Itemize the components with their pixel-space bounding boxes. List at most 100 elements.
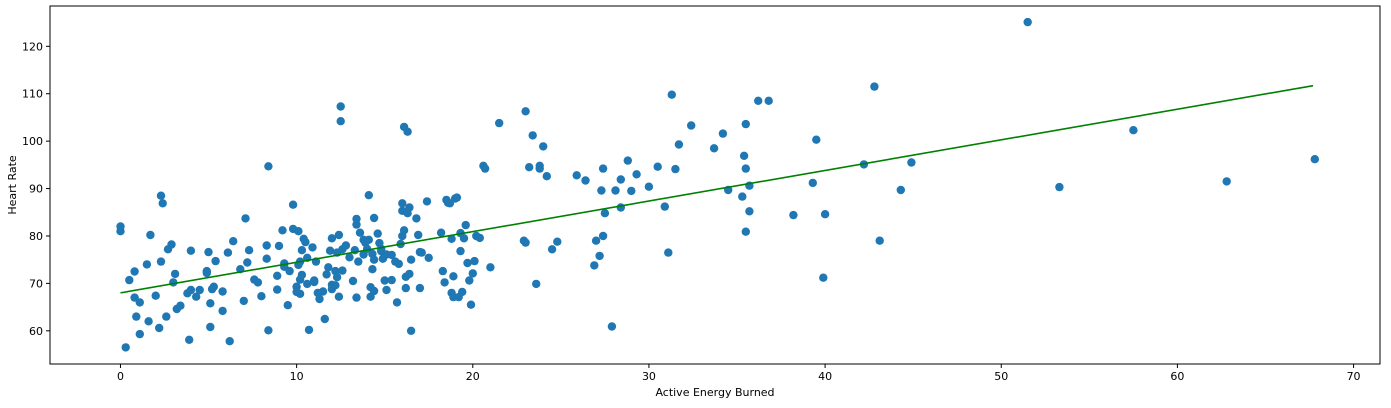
data-point: [463, 258, 472, 268]
data-point: [387, 250, 396, 260]
data-point: [278, 226, 287, 235]
data-point: [718, 129, 728, 138]
data-point: [616, 203, 625, 212]
data-point: [466, 300, 476, 309]
data-point: [336, 117, 345, 126]
data-point: [468, 269, 477, 278]
data-point: [116, 222, 125, 231]
data-point: [144, 317, 153, 326]
y-tick-label: 70: [29, 277, 43, 290]
data-point: [739, 151, 749, 160]
data-point: [295, 289, 305, 298]
data-point: [424, 253, 433, 262]
data-point: [875, 236, 884, 245]
data-point: [380, 276, 389, 285]
data-point: [459, 234, 469, 243]
data-point: [209, 282, 218, 291]
data-point: [808, 178, 817, 188]
data-point: [318, 287, 328, 296]
data-point: [121, 343, 130, 352]
data-point: [218, 287, 227, 296]
data-point: [130, 267, 139, 276]
data-point: [819, 273, 828, 282]
data-point: [438, 266, 447, 276]
x-tick-label: 40: [818, 370, 832, 383]
data-point: [627, 186, 636, 196]
data-point: [239, 296, 248, 306]
data-point: [204, 247, 213, 257]
data-point: [262, 241, 271, 250]
data-point: [465, 276, 474, 285]
data-point: [132, 312, 141, 321]
data-point: [572, 171, 581, 180]
data-point: [539, 142, 548, 151]
data-point: [687, 121, 696, 130]
y-tick-label: 100: [22, 135, 43, 148]
data-point: [253, 278, 263, 287]
data-point: [327, 234, 337, 243]
data-point: [598, 231, 608, 241]
data-point: [368, 265, 377, 274]
data-point: [331, 281, 340, 290]
data-point: [616, 175, 625, 184]
data-point: [414, 230, 423, 240]
data-point: [176, 301, 185, 310]
data-point: [264, 162, 273, 171]
data-point: [597, 186, 606, 195]
data-point: [525, 163, 534, 172]
data-point: [412, 214, 421, 223]
data-point: [273, 271, 282, 280]
data-point: [521, 238, 530, 247]
data-point: [470, 256, 479, 266]
x-axis-label: Active Energy Burned: [655, 386, 774, 399]
data-point: [294, 227, 303, 236]
data-point: [338, 266, 347, 275]
x-tick-label: 10: [290, 370, 304, 383]
data-point: [632, 170, 641, 179]
plot-area-frame: [49, 5, 1381, 365]
data-point: [1310, 155, 1320, 164]
data-point: [401, 283, 410, 293]
data-point: [591, 236, 601, 245]
data-point: [274, 241, 284, 251]
data-point: [598, 164, 608, 173]
data-point: [581, 176, 590, 185]
data-point: [304, 325, 314, 335]
data-point: [308, 243, 317, 252]
data-point: [812, 135, 821, 144]
data-point: [405, 203, 414, 212]
data-point: [364, 235, 373, 244]
data-point: [461, 220, 470, 230]
data-point: [611, 186, 620, 195]
y-axis-ticks: 60 70 80 90 100 110 120: [22, 40, 50, 338]
x-tick-label: 50: [994, 370, 1008, 383]
data-point: [334, 292, 344, 301]
data-point: [297, 270, 307, 280]
x-tick-label: 60: [1170, 370, 1184, 383]
data-point: [158, 199, 167, 208]
data-point: [322, 270, 331, 279]
data-point: [458, 287, 467, 297]
data-point: [741, 227, 750, 236]
data-point: [754, 96, 763, 106]
data-point: [528, 131, 537, 140]
data-point: [440, 278, 449, 287]
data-point: [667, 90, 676, 99]
data-point: [387, 275, 396, 285]
data-point: [156, 191, 166, 200]
data-point: [447, 234, 456, 243]
data-point: [820, 210, 830, 219]
y-tick-label: 120: [22, 40, 43, 53]
data-point: [297, 246, 307, 255]
data-point: [324, 263, 333, 272]
data-point: [135, 329, 144, 339]
data-point: [382, 285, 391, 295]
data-point: [334, 230, 344, 240]
data-point: [151, 291, 160, 300]
data-point: [764, 96, 773, 106]
data-point: [223, 248, 233, 257]
data-point: [244, 246, 254, 255]
data-point: [480, 164, 490, 173]
